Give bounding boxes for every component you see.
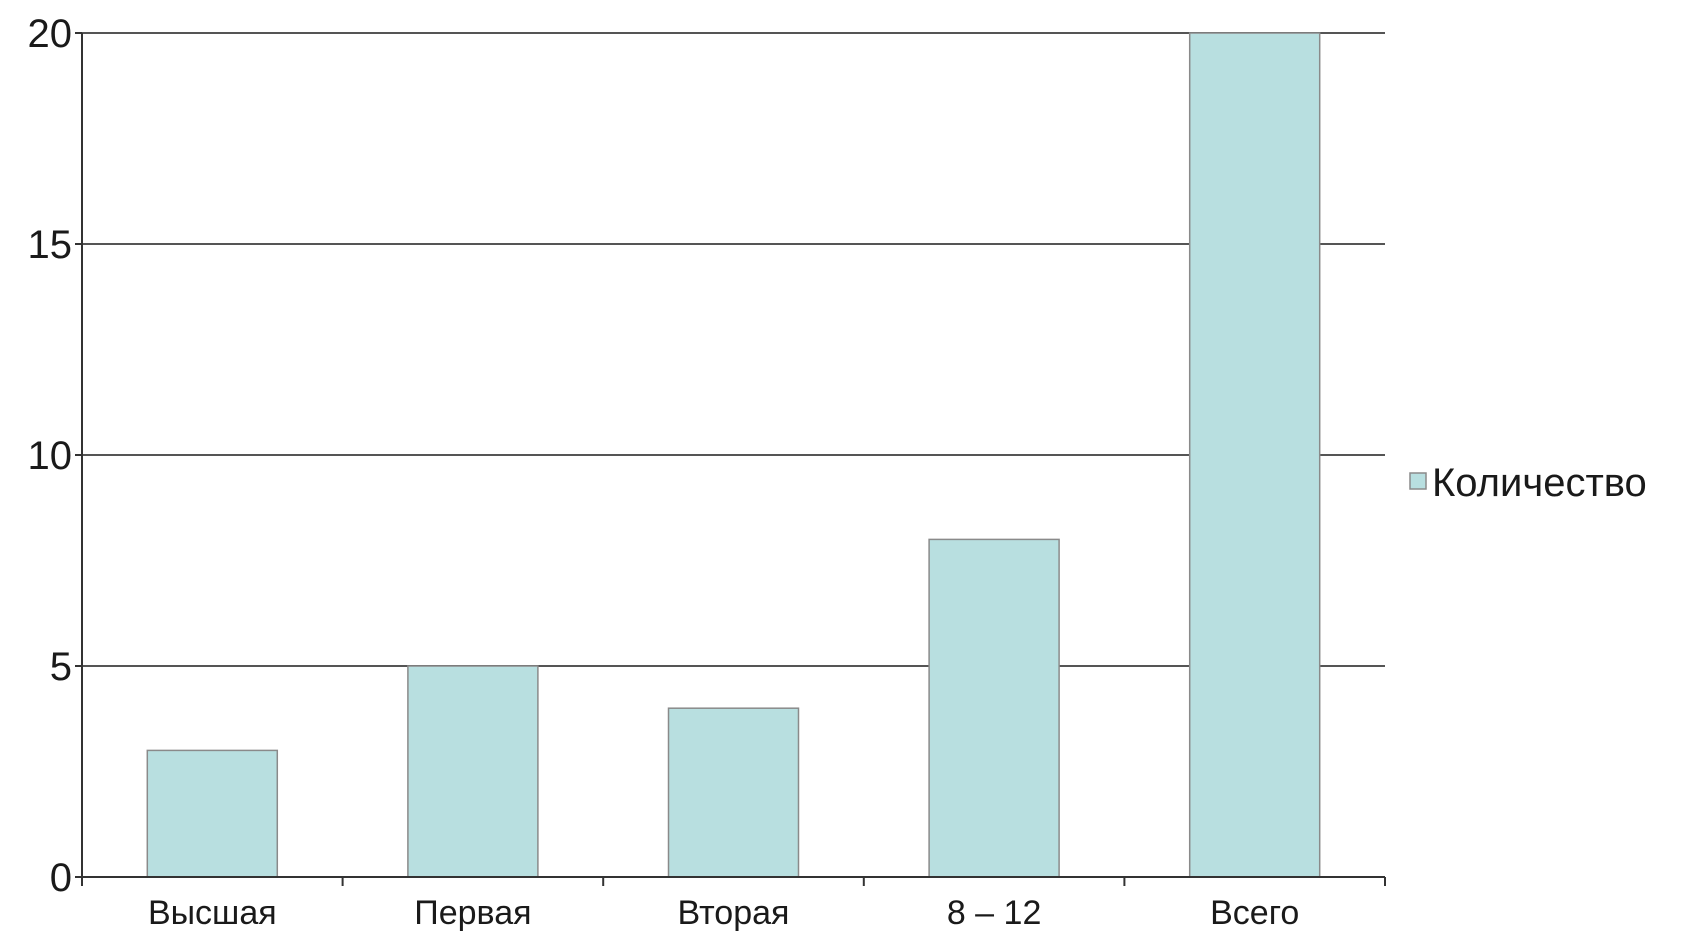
- y-tick-labels: 0 5 10 15 20: [28, 12, 73, 900]
- x-tick-label: Вторая: [678, 894, 790, 931]
- bars: [146, 32, 1321, 878]
- axes: [75, 32, 1386, 886]
- bar: [407, 665, 539, 878]
- y-tick-label: 15: [28, 223, 73, 267]
- y-tick-label: 20: [28, 12, 73, 56]
- bar: [1188, 32, 1321, 878]
- x-tick-label: 8 – 12: [947, 894, 1042, 931]
- x-tick-label: Первая: [414, 894, 531, 931]
- y-tick-label: 5: [50, 645, 72, 689]
- x-tick-labels: Высшая Первая Вторая 8 – 12 Всего: [148, 894, 1299, 931]
- x-tick-label: Высшая: [148, 894, 277, 931]
- bar: [667, 707, 800, 878]
- legend: Количество: [1409, 461, 1647, 505]
- bar: [928, 538, 1060, 878]
- bar: [146, 749, 279, 878]
- y-tick-label: 10: [28, 434, 73, 478]
- legend-swatch: [1409, 472, 1427, 490]
- x-tick-label: Всего: [1210, 894, 1299, 931]
- legend-label: Количество: [1432, 461, 1647, 505]
- y-tick-label: 0: [50, 856, 72, 900]
- gridlines: [82, 32, 1385, 667]
